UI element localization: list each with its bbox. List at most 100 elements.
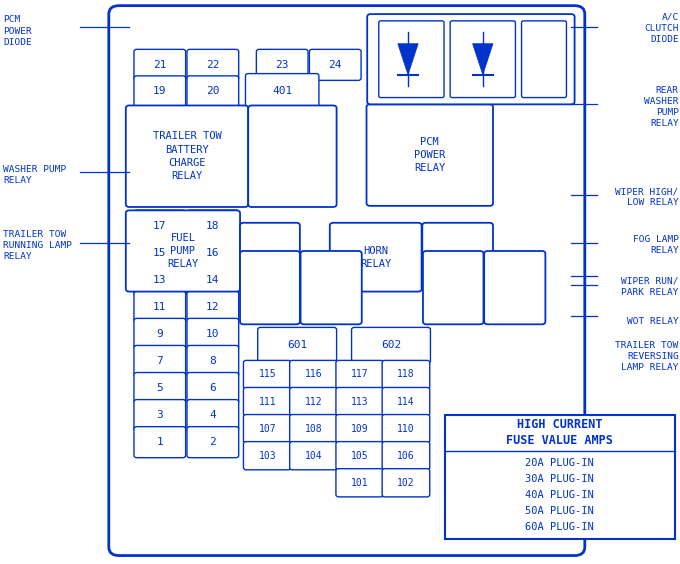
FancyBboxPatch shape — [240, 223, 300, 292]
Text: 105: 105 — [351, 451, 369, 461]
FancyBboxPatch shape — [336, 415, 384, 443]
FancyBboxPatch shape — [134, 210, 186, 241]
Text: 6: 6 — [209, 383, 216, 393]
Text: FOG LAMP
RELAY: FOG LAMP RELAY — [632, 235, 679, 255]
FancyBboxPatch shape — [522, 21, 566, 98]
Text: PCM
POWER
RELAY: PCM POWER RELAY — [414, 137, 445, 173]
FancyBboxPatch shape — [382, 415, 430, 443]
FancyBboxPatch shape — [243, 360, 291, 389]
FancyBboxPatch shape — [187, 399, 239, 431]
FancyBboxPatch shape — [423, 251, 483, 324]
Text: 9: 9 — [156, 329, 163, 339]
Text: 23: 23 — [275, 60, 289, 70]
FancyBboxPatch shape — [187, 237, 239, 268]
FancyBboxPatch shape — [134, 49, 186, 81]
Text: 21: 21 — [153, 60, 167, 70]
FancyBboxPatch shape — [243, 415, 291, 443]
FancyBboxPatch shape — [352, 327, 430, 363]
Text: 15: 15 — [153, 248, 167, 258]
FancyBboxPatch shape — [382, 387, 430, 416]
Text: A/C
CLUTCH
DIODE: A/C CLUTCH DIODE — [644, 12, 679, 44]
Text: WIPER RUN/
PARK RELAY: WIPER RUN/ PARK RELAY — [621, 276, 679, 297]
FancyBboxPatch shape — [336, 442, 384, 470]
Bar — [445, 415, 675, 539]
Text: 101: 101 — [351, 478, 369, 488]
FancyBboxPatch shape — [301, 251, 362, 324]
FancyBboxPatch shape — [134, 76, 186, 107]
FancyBboxPatch shape — [336, 360, 384, 389]
Text: 24: 24 — [328, 60, 342, 70]
Text: 110: 110 — [397, 424, 415, 434]
FancyBboxPatch shape — [245, 74, 319, 109]
FancyBboxPatch shape — [382, 442, 430, 470]
Text: 50A PLUG-IN: 50A PLUG-IN — [525, 506, 594, 516]
FancyBboxPatch shape — [290, 360, 337, 389]
Text: 118: 118 — [397, 369, 415, 380]
Text: 116: 116 — [305, 369, 322, 380]
FancyBboxPatch shape — [290, 387, 337, 416]
FancyBboxPatch shape — [134, 373, 186, 404]
Text: TRAILER TOW
RUNNING LAMP
RELAY: TRAILER TOW RUNNING LAMP RELAY — [3, 230, 72, 261]
FancyBboxPatch shape — [243, 442, 291, 470]
FancyBboxPatch shape — [422, 223, 493, 292]
Text: 106: 106 — [397, 451, 415, 461]
Text: 111: 111 — [258, 396, 276, 407]
Text: HORN
RELAY: HORN RELAY — [360, 245, 391, 269]
FancyBboxPatch shape — [382, 360, 430, 389]
FancyBboxPatch shape — [187, 345, 239, 377]
FancyBboxPatch shape — [240, 251, 300, 324]
Text: 18: 18 — [206, 221, 220, 231]
FancyBboxPatch shape — [187, 373, 239, 404]
FancyBboxPatch shape — [484, 251, 545, 324]
FancyBboxPatch shape — [336, 469, 384, 497]
Text: 60A PLUG-IN: 60A PLUG-IN — [525, 522, 594, 532]
FancyBboxPatch shape — [187, 210, 239, 241]
FancyBboxPatch shape — [379, 21, 444, 98]
Text: 17: 17 — [153, 221, 167, 231]
FancyBboxPatch shape — [134, 345, 186, 377]
FancyBboxPatch shape — [187, 426, 239, 458]
FancyBboxPatch shape — [134, 291, 186, 323]
Text: 103: 103 — [258, 451, 276, 461]
Text: 117: 117 — [351, 369, 369, 380]
Text: PCM
POWER
DIODE: PCM POWER DIODE — [3, 15, 32, 47]
Text: 109: 109 — [351, 424, 369, 434]
FancyBboxPatch shape — [243, 387, 291, 416]
FancyBboxPatch shape — [126, 210, 240, 292]
Polygon shape — [473, 44, 493, 74]
Text: 13: 13 — [153, 275, 167, 285]
FancyBboxPatch shape — [256, 49, 308, 81]
Text: 22: 22 — [206, 60, 220, 70]
FancyBboxPatch shape — [367, 104, 493, 206]
FancyBboxPatch shape — [258, 327, 337, 363]
FancyBboxPatch shape — [134, 399, 186, 431]
FancyBboxPatch shape — [309, 49, 361, 81]
Text: HIGH CURRENT
FUSE VALUE AMPS: HIGH CURRENT FUSE VALUE AMPS — [506, 418, 613, 447]
Text: FUEL
PUMP
RELAY: FUEL PUMP RELAY — [167, 233, 199, 269]
FancyBboxPatch shape — [290, 415, 337, 443]
Text: 8: 8 — [209, 356, 216, 366]
FancyBboxPatch shape — [109, 6, 585, 556]
Text: WIPER HIGH/
LOW RELAY: WIPER HIGH/ LOW RELAY — [615, 187, 679, 208]
Text: 5: 5 — [156, 383, 163, 393]
Text: 114: 114 — [397, 396, 415, 407]
Text: 108: 108 — [305, 424, 322, 434]
FancyBboxPatch shape — [187, 319, 239, 350]
Polygon shape — [398, 44, 418, 74]
Text: 19: 19 — [153, 86, 167, 96]
Text: 11: 11 — [153, 302, 167, 312]
Text: 2: 2 — [209, 437, 216, 447]
Text: 112: 112 — [305, 396, 322, 407]
Text: REAR
WASHER
PUMP
RELAY: REAR WASHER PUMP RELAY — [644, 86, 679, 128]
Text: 12: 12 — [206, 302, 220, 312]
Text: 30A PLUG-IN: 30A PLUG-IN — [525, 474, 594, 484]
Text: 7: 7 — [156, 356, 163, 366]
FancyBboxPatch shape — [134, 264, 186, 296]
Text: 20A PLUG-IN: 20A PLUG-IN — [525, 458, 594, 468]
FancyBboxPatch shape — [450, 21, 515, 98]
FancyBboxPatch shape — [248, 105, 337, 207]
FancyBboxPatch shape — [126, 105, 248, 207]
FancyBboxPatch shape — [367, 14, 575, 104]
FancyBboxPatch shape — [134, 319, 186, 350]
FancyBboxPatch shape — [187, 76, 239, 107]
